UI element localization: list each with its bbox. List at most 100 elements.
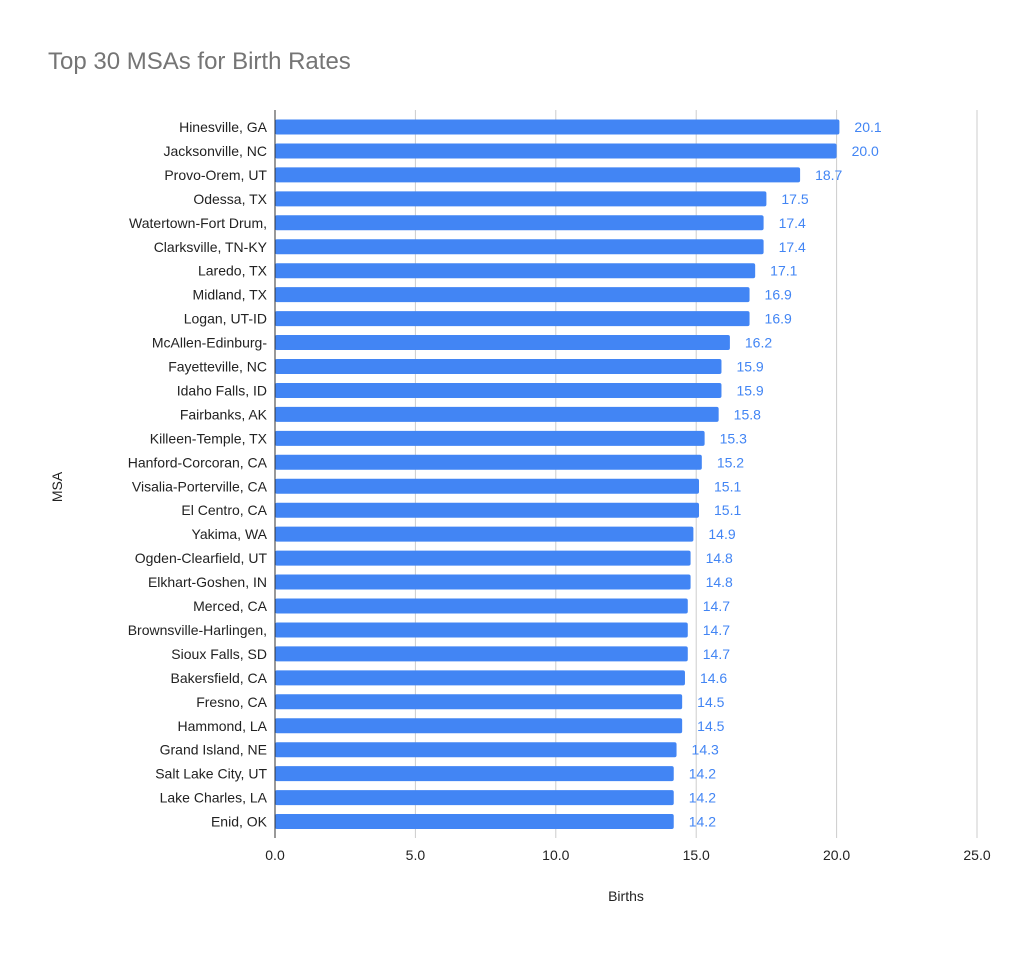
bar: [275, 502, 700, 518]
data-label: 17.5: [781, 191, 808, 207]
data-label: 14.9: [708, 526, 735, 542]
data-label: 14.6: [700, 670, 727, 686]
x-tick-label: 20.0: [823, 847, 850, 863]
bar: [275, 335, 730, 351]
category-label: Logan, UT-ID: [184, 311, 267, 327]
bar: [275, 454, 702, 470]
bar: [275, 359, 722, 374]
category-label: Hinesville, GA: [179, 119, 268, 135]
category-label: Hammond, LA: [178, 718, 268, 734]
category-label: Killeen-Temple, TX: [150, 430, 268, 446]
bar: [275, 478, 700, 494]
category-label: Visalia-Porterville, CA: [132, 478, 268, 494]
bar: [275, 718, 683, 734]
bar: [275, 191, 767, 207]
x-tick-label: 25.0: [963, 847, 990, 863]
data-label: 15.1: [714, 502, 741, 518]
gridlines: [414, 110, 978, 838]
data-label: 14.2: [689, 790, 716, 806]
data-label: 14.7: [703, 598, 730, 614]
category-label: McAllen-Edinburg-: [152, 335, 267, 351]
bar: [275, 215, 764, 231]
category-label: Watertown-Fort Drum,: [129, 215, 267, 231]
x-tick-labels: 0.0 5.0 10.0 15.0 20.0 25.0: [265, 847, 991, 863]
category-label: Ogden-Clearfield, UT: [135, 550, 268, 566]
data-label: 20.0: [852, 143, 879, 159]
data-label: 15.1: [714, 478, 741, 494]
data-label: 15.3: [720, 430, 747, 446]
data-label: 14.8: [706, 550, 733, 566]
bar: [275, 550, 691, 566]
category-label: Brownsville-Harlingen,: [128, 622, 267, 638]
bar: [275, 406, 719, 422]
data-label: 16.2: [745, 335, 772, 351]
x-tick-label: 10.0: [542, 847, 569, 863]
bar: [275, 598, 688, 614]
data-label: 14.3: [692, 742, 719, 758]
category-label: Enid, OK: [211, 814, 268, 830]
bar: [275, 694, 683, 710]
category-label: Odessa, TX: [193, 191, 267, 207]
data-label: 14.7: [703, 622, 730, 638]
category-label: Bakersfield, CA: [171, 670, 268, 686]
category-label: Laredo, TX: [198, 263, 268, 279]
data-label: 16.9: [765, 311, 792, 327]
bar: [275, 790, 674, 806]
bar: [275, 814, 674, 830]
bar: [275, 263, 756, 279]
category-label: Idaho Falls, ID: [177, 382, 267, 398]
x-axis-title: Births: [608, 888, 644, 904]
data-label: 16.9: [765, 287, 792, 303]
y-axis-title: MSA: [49, 471, 65, 502]
data-label: 15.9: [736, 382, 763, 398]
bar: [275, 382, 722, 398]
category-label: Elkhart-Goshen, IN: [148, 574, 267, 590]
bar: [275, 167, 801, 183]
category-label: Midland, TX: [193, 287, 268, 303]
bar: [275, 311, 750, 327]
bar: [275, 119, 840, 135]
data-label: 17.1: [770, 263, 797, 279]
category-label: El Centro, CA: [181, 502, 267, 518]
x-tick-label: 15.0: [683, 847, 710, 863]
category-label: Yakima, WA: [192, 526, 268, 542]
category-label: Lake Charles, LA: [160, 790, 268, 806]
category-label: Fayetteville, NC: [168, 359, 267, 375]
bar: [275, 766, 674, 782]
data-label: 15.9: [736, 359, 763, 375]
chart-title: Top 30 MSAs for Birth Rates: [48, 48, 351, 75]
bar: [275, 742, 677, 758]
category-labels: Hinesville, GA Jacksonville, NC Provo-Orem…: [128, 119, 268, 830]
data-label: 17.4: [779, 239, 806, 255]
x-tick-label: 5.0: [406, 847, 426, 863]
x-tick-label: 0.0: [265, 847, 285, 863]
bar: [275, 646, 688, 662]
data-label: 14.2: [689, 766, 716, 782]
bar: [275, 574, 691, 590]
bar: [275, 143, 837, 159]
bar: [275, 526, 694, 542]
data-label: 14.5: [697, 718, 724, 734]
category-label: Fresno, CA: [196, 694, 267, 710]
bars: [275, 119, 840, 830]
bar: [275, 430, 705, 446]
data-label: 14.7: [703, 646, 730, 662]
bar: [275, 622, 688, 638]
category-label: Jacksonville, NC: [164, 143, 267, 159]
data-label: 14.8: [706, 574, 733, 590]
data-label: 15.8: [734, 406, 761, 422]
data-labels: 20.1 20.0 18.7 17.5 17.4 17.4 17.1 16.9 16.9 16.2…: [689, 119, 882, 830]
data-label: 20.1: [854, 119, 881, 135]
data-label: 14.5: [697, 694, 724, 710]
bar: [275, 239, 764, 255]
bar: [275, 287, 750, 303]
bar: [275, 670, 685, 686]
data-label: 17.4: [779, 215, 806, 231]
category-label: Salt Lake City, UT: [155, 766, 267, 782]
data-label: 15.2: [717, 454, 744, 470]
data-label: 14.2: [689, 814, 716, 830]
category-label: Provo-Orem, UT: [164, 167, 267, 183]
category-label: Hanford-Corcoran, CA: [128, 454, 268, 470]
data-label: 18.7: [815, 167, 842, 183]
